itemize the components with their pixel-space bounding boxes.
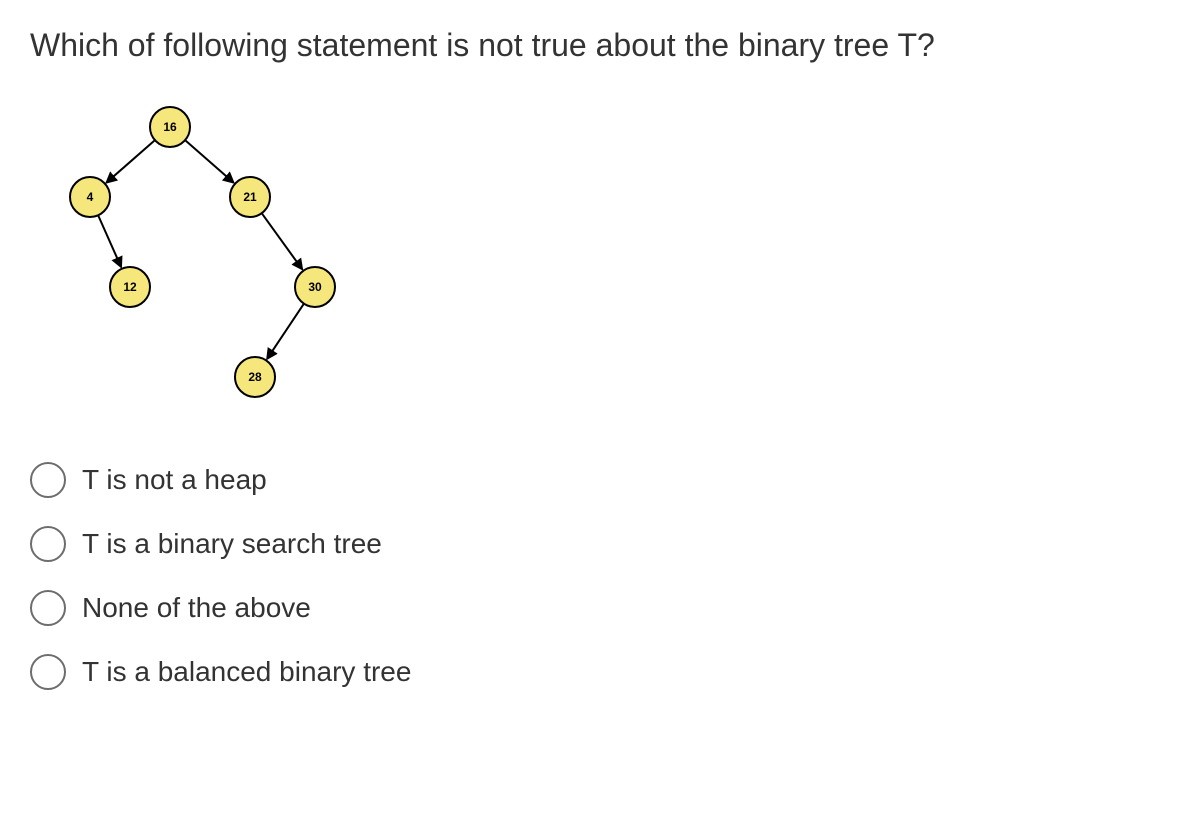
option-row[interactable]: T is a balanced binary tree [30, 654, 1170, 690]
tree-edge [98, 215, 121, 267]
radio-icon[interactable] [30, 526, 66, 562]
option-label: T is not a heap [82, 464, 267, 496]
tree-node: 12 [110, 267, 150, 307]
question-container: Which of following statement is not true… [0, 0, 1200, 742]
tree-node: 16 [150, 107, 190, 147]
radio-icon[interactable] [30, 590, 66, 626]
tree-edge [185, 140, 233, 182]
answer-options: T is not a heap T is a binary search tre… [30, 462, 1170, 690]
tree-node: 30 [295, 267, 335, 307]
question-text: Which of following statement is not true… [30, 24, 1170, 67]
option-row[interactable]: T is a binary search tree [30, 526, 1170, 562]
tree-node: 21 [230, 177, 270, 217]
tree-edge [262, 213, 302, 269]
tree-node-label: 4 [87, 190, 94, 204]
option-row[interactable]: T is not a heap [30, 462, 1170, 498]
option-row[interactable]: None of the above [30, 590, 1170, 626]
tree-node: 4 [70, 177, 110, 217]
tree-node-label: 16 [163, 120, 177, 134]
option-label: T is a binary search tree [82, 528, 382, 560]
tree-node-label: 21 [243, 190, 257, 204]
option-label: None of the above [82, 592, 311, 624]
tree-edge [267, 304, 304, 359]
radio-icon[interactable] [30, 654, 66, 690]
tree-svg: 16 4 21 12 30 28 [40, 97, 360, 407]
option-label: T is a balanced binary tree [82, 656, 411, 688]
binary-tree-diagram: 16 4 21 12 30 28 [40, 97, 1170, 412]
tree-node-label: 12 [123, 280, 137, 294]
tree-node-label: 28 [248, 370, 262, 384]
tree-node: 28 [235, 357, 275, 397]
radio-icon[interactable] [30, 462, 66, 498]
tree-edge [107, 140, 155, 182]
tree-node-label: 30 [308, 280, 322, 294]
